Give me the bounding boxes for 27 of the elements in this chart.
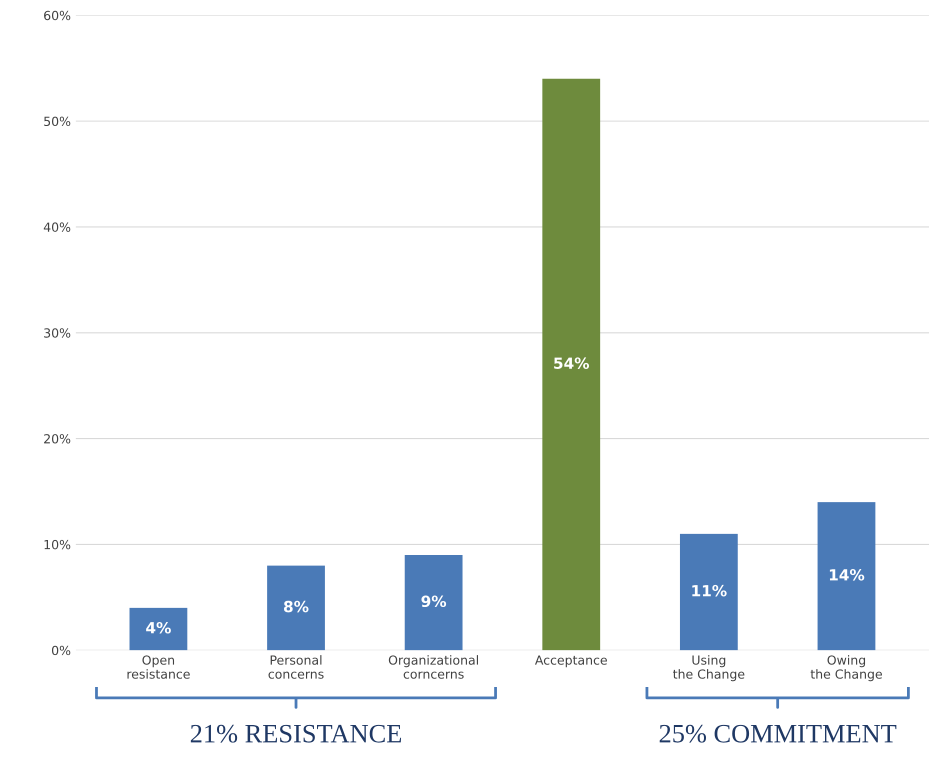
bar xyxy=(267,566,325,650)
x-tick-label: Acceptance xyxy=(534,655,607,668)
bar xyxy=(130,608,188,650)
y-tick-label: 10% xyxy=(44,540,70,550)
data-label: 4% xyxy=(146,622,171,634)
y-tick-label: 40% xyxy=(44,222,70,232)
data-label: 9% xyxy=(421,596,446,608)
data-label: 11% xyxy=(692,584,727,596)
y-tick-label: 60% xyxy=(44,10,70,20)
x-tick-label: Organizational corncerns xyxy=(388,655,478,679)
text: 21% RESISTANCE xyxy=(190,724,402,743)
data-label: 8% xyxy=(284,600,309,612)
y-tick-label: 0% xyxy=(52,646,70,656)
data-label: 14% xyxy=(830,569,864,581)
x-tick-label: Using the Change xyxy=(673,655,744,682)
bar xyxy=(818,502,876,650)
y-tick-label: 30% xyxy=(44,328,70,338)
y-tick-label: 50% xyxy=(44,116,70,126)
text: 25% COMMITMENT xyxy=(660,724,896,743)
x-tick-label: Personal concerns xyxy=(268,655,324,679)
x-tick-label: Owing the Change xyxy=(810,655,882,682)
x-tick-label: Open resistance xyxy=(127,655,190,679)
bar xyxy=(542,78,600,650)
y-tick-label: 20% xyxy=(44,434,70,444)
data-label: 54% xyxy=(554,357,590,369)
bar xyxy=(680,534,738,650)
bar xyxy=(404,555,463,650)
